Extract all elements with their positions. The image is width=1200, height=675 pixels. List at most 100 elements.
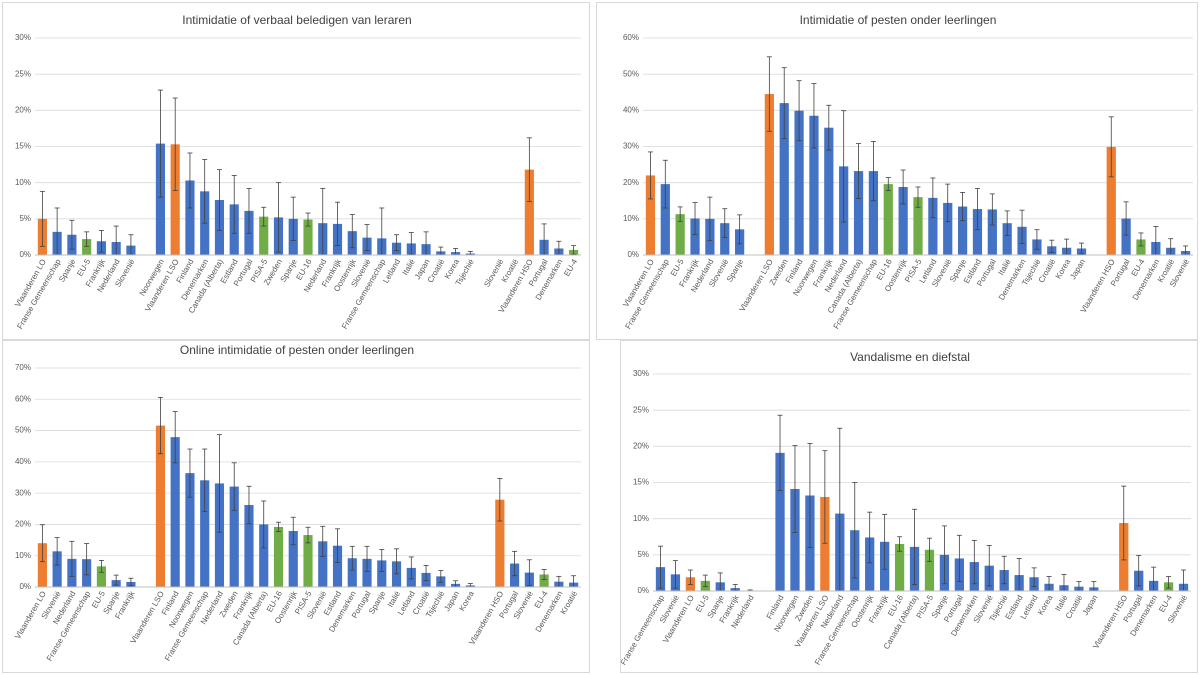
bar bbox=[924, 549, 935, 591]
error-bar bbox=[852, 482, 858, 579]
error-bar bbox=[84, 543, 90, 576]
y-tick-label: 5% bbox=[19, 214, 31, 223]
error-bar bbox=[707, 196, 713, 241]
error-bar bbox=[915, 186, 921, 208]
bar bbox=[362, 558, 372, 587]
error-bar bbox=[290, 196, 296, 241]
error-bar bbox=[766, 56, 772, 132]
bar bbox=[790, 489, 800, 591]
error-bar bbox=[841, 110, 847, 223]
bar bbox=[898, 187, 908, 255]
y-tick-label: 5% bbox=[637, 550, 649, 559]
chart-title: Vandalisme en diefstal bbox=[850, 350, 970, 364]
bar bbox=[273, 526, 284, 587]
x-tick-label: Vlaanderen LSO bbox=[738, 258, 775, 314]
y-tick-label: 20% bbox=[633, 441, 649, 450]
bar bbox=[1106, 146, 1116, 255]
error-bar bbox=[956, 534, 962, 582]
error-bar bbox=[98, 560, 104, 573]
x-tick-label: Korea bbox=[457, 589, 476, 612]
error-bar bbox=[870, 141, 876, 202]
error-bar bbox=[1123, 201, 1129, 236]
bar bbox=[332, 545, 343, 587]
error-bar bbox=[657, 545, 663, 589]
bar bbox=[820, 496, 830, 591]
x-tick-label: Japan bbox=[1068, 258, 1087, 281]
error-bar bbox=[423, 565, 429, 581]
error-bar bbox=[900, 169, 906, 205]
error-bar bbox=[792, 445, 798, 533]
error-bar bbox=[1049, 239, 1055, 253]
error-bar bbox=[1166, 576, 1172, 589]
bar bbox=[539, 574, 549, 587]
bar bbox=[894, 543, 905, 591]
error-bar bbox=[275, 521, 281, 533]
y-tick-label: 0% bbox=[19, 582, 31, 591]
error-bar bbox=[84, 231, 90, 247]
error-bar bbox=[647, 151, 653, 200]
y-tick-label: 30% bbox=[15, 33, 31, 42]
error-bar bbox=[394, 548, 400, 575]
bar bbox=[185, 473, 195, 587]
error-bar bbox=[702, 574, 708, 588]
error-bar bbox=[335, 528, 341, 563]
bar bbox=[37, 543, 47, 587]
y-tick-label: 0% bbox=[19, 250, 31, 259]
bar bbox=[690, 218, 700, 255]
error-bar bbox=[408, 232, 414, 255]
error-bar bbox=[897, 536, 903, 552]
error-bar bbox=[261, 206, 267, 227]
y-tick-label: 30% bbox=[15, 488, 31, 497]
error-bar bbox=[39, 190, 45, 247]
chart-panel-teacher-intimidation: Intimidatie of verbaal beledigen van ler… bbox=[2, 2, 590, 340]
y-tick-label: 20% bbox=[15, 520, 31, 529]
bar bbox=[347, 558, 357, 587]
bar bbox=[957, 206, 968, 255]
error-bar bbox=[261, 500, 267, 549]
error-bar bbox=[912, 508, 918, 585]
chart-vandalism: Vandalisme en diefstal 0% 5% 10% 15% 20% 25% 30… bbox=[621, 350, 1191, 667]
bar bbox=[868, 171, 879, 255]
error-bar bbox=[1136, 555, 1142, 587]
chart-panel-online-bullying: Online intimidatie of pesten onder leerl… bbox=[2, 340, 590, 673]
error-bar bbox=[349, 545, 355, 571]
bar bbox=[987, 209, 997, 255]
bar bbox=[170, 144, 180, 255]
x-tick-label: Franse Gemeenschap bbox=[621, 593, 666, 667]
y-tick-label: 50% bbox=[623, 69, 639, 78]
chart-student-bullying: Intimidatie of pesten onder leerlingen 0%… bbox=[621, 13, 1193, 331]
error-bar bbox=[811, 83, 817, 149]
error-bar bbox=[1121, 485, 1127, 561]
error-bar bbox=[882, 513, 888, 570]
error-bar bbox=[986, 545, 992, 587]
bar bbox=[303, 219, 313, 255]
y-tick-label: 20% bbox=[15, 105, 31, 114]
error-bar bbox=[796, 80, 802, 142]
chart-panel-vandalism: Vandalisme en diefstal 0% 5% 10% 15% 20% 25% 30… bbox=[620, 340, 1198, 673]
bar bbox=[809, 115, 819, 255]
error-bar bbox=[216, 434, 222, 533]
y-tick-label: 25% bbox=[633, 405, 649, 414]
error-bar bbox=[320, 525, 326, 557]
bar bbox=[645, 175, 656, 255]
chart-panel-student-bullying: Intimidatie of pesten onder leerlingen 0%… bbox=[596, 2, 1198, 340]
error-bar bbox=[246, 188, 252, 234]
error-bar bbox=[157, 397, 163, 455]
error-bar bbox=[187, 448, 193, 498]
x-tick-label: Korea bbox=[1036, 593, 1055, 616]
error-bar bbox=[722, 208, 728, 239]
error-bar bbox=[807, 443, 813, 549]
bar bbox=[775, 452, 785, 591]
bar bbox=[259, 524, 269, 587]
bar bbox=[883, 184, 893, 255]
error-bar bbox=[113, 574, 119, 586]
bar bbox=[185, 180, 195, 255]
error-bar bbox=[305, 526, 311, 544]
x-tick-label: EU-4 bbox=[562, 257, 579, 278]
error-bar bbox=[1079, 242, 1085, 255]
bar bbox=[303, 535, 313, 587]
bar bbox=[764, 94, 774, 255]
bar bbox=[720, 223, 730, 255]
error-bar bbox=[960, 192, 966, 222]
error-bar bbox=[512, 550, 518, 577]
